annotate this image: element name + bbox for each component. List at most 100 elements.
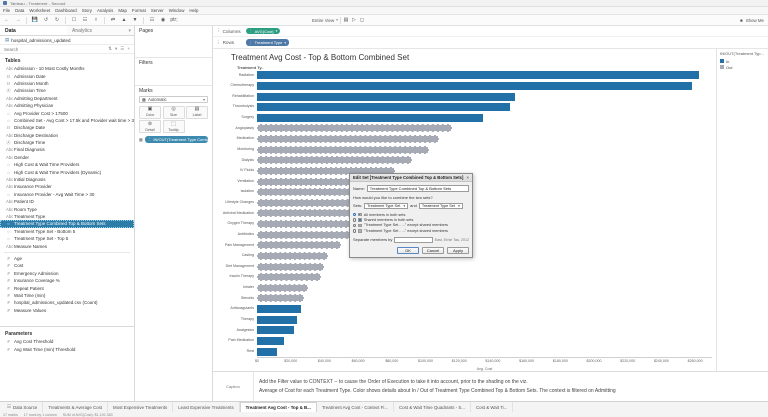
- bar[interactable]: [257, 315, 298, 324]
- combine-option-2[interactable]: "Treatment Type Set - ..." except shared…: [353, 223, 469, 228]
- chevron-down-icon[interactable]: ▾: [275, 29, 278, 33]
- save-icon[interactable]: 💾: [31, 17, 39, 23]
- menu-item-window[interactable]: Window: [168, 8, 185, 13]
- bar-row[interactable]: Oxygen Therapy: [217, 219, 712, 230]
- bar-row[interactable]: Inhaler: [217, 283, 712, 294]
- field-item-2[interactable]: ☷ Admission Month: [0, 80, 134, 87]
- tab-analytics[interactable]: Analytics: [72, 27, 93, 34]
- menu-item-analysis[interactable]: Analysis: [97, 8, 114, 13]
- field-item-1[interactable]: ☷ Admission Date: [0, 72, 134, 79]
- bar-row-label[interactable]: Analgesics: [236, 327, 254, 332]
- sheet-tab-5[interactable]: Treatment Avg Cost - Context Fi...: [317, 402, 394, 412]
- measure-item-3[interactable]: # Insurance Coverage %: [0, 277, 134, 284]
- sheet-tab-4[interactable]: Treatment Avg Cost - Top & B...: [239, 402, 317, 412]
- sheet-tab-7[interactable]: Cost & Wait Ti...: [471, 402, 514, 412]
- bar-row[interactable]: IV Fluids: [217, 166, 712, 177]
- menu-bar[interactable]: File Data Worksheet Dashboard Story Analysis M…: [0, 7, 768, 15]
- bar[interactable]: [257, 220, 365, 229]
- set-left-dropdown[interactable]: Treatment Type Set - Botto... ▾: [364, 202, 409, 209]
- radio-button[interactable]: [353, 213, 357, 217]
- redo-icon[interactable]: ↻: [54, 17, 60, 23]
- bar[interactable]: [257, 198, 372, 207]
- field-item-14[interactable]: ○ High Cost & Wait Time Providers (Dynami…: [0, 168, 134, 175]
- bar-row[interactable]: Dialysis: [217, 155, 712, 166]
- undo-icon[interactable]: ↺: [43, 17, 49, 23]
- bar-row-label[interactable]: Medication: [236, 136, 254, 141]
- sheet-tab-3[interactable]: Least Expensive Treatments: [173, 402, 240, 412]
- bar-row-label[interactable]: Monitoring: [237, 146, 254, 151]
- columns-pill-avg-cost[interactable]: ⋮ AVG(Cost) ▾: [246, 27, 281, 35]
- chevron-down-icon[interactable]: ▾: [284, 40, 287, 45]
- mark-button-label[interactable]: ▤ Label: [186, 105, 208, 119]
- bar[interactable]: [257, 103, 510, 112]
- bar-row-label[interactable]: Antiviral Medication: [222, 210, 254, 215]
- separate-input[interactable]: [394, 236, 433, 243]
- swap-axes-icon[interactable]: ⇄: [110, 17, 116, 23]
- bar[interactable]: [257, 294, 305, 303]
- show-me-button[interactable]: ■ Show Me: [740, 18, 764, 23]
- field-item-7[interactable]: ○ Combined Set - Avg Cost > 17.5k and Pro…: [0, 117, 134, 124]
- field-item-4[interactable]: Abc Admitting Department: [0, 95, 134, 102]
- bar-row[interactable]: Rest: [217, 346, 712, 357]
- bar[interactable]: [257, 156, 413, 165]
- field-item-10[interactable]: Ⓐ Discharge Time: [0, 139, 134, 146]
- bar[interactable]: [257, 251, 328, 260]
- search-input[interactable]: [4, 46, 109, 52]
- pages-shelf[interactable]: [139, 36, 208, 45]
- sheet-tab-6[interactable]: Cost & Wait Time Quadrants - S...: [394, 402, 471, 412]
- search-controls[interactable]: ⇅ ▾ ☰ +: [108, 46, 130, 52]
- rows-pill-treatment-type[interactable]: ⋮ Treatment Type ▾: [246, 39, 290, 46]
- bar[interactable]: [257, 230, 362, 239]
- field-item-23[interactable]: ○ Treatment Type Set - Top 5: [0, 235, 134, 242]
- bar-row[interactable]: Chemotherapy: [217, 81, 712, 92]
- field-item-19[interactable]: Abc Room Type: [0, 205, 134, 212]
- bar-row[interactable]: Angioplasty: [217, 123, 712, 134]
- labels-icon[interactable]: ptr;: [170, 17, 178, 23]
- highlighter-icon[interactable]: ▷: [352, 17, 356, 23]
- presentation-mode-icon[interactable]: ◻: [359, 17, 365, 23]
- bar[interactable]: [257, 273, 322, 282]
- group-icon[interactable]: ☷: [149, 17, 155, 23]
- mark-button-detail[interactable]: ⊚ Detail: [139, 120, 161, 133]
- x-axis[interactable]: $0 $20,000 $40,000 $60,000 $80,000 $100,000 $1…: [255, 357, 712, 367]
- bar[interactable]: [257, 145, 429, 154]
- bar[interactable]: [257, 262, 325, 271]
- bar-row[interactable]: Thrombolysis: [217, 102, 712, 113]
- radio-button[interactable]: [353, 223, 357, 228]
- measure-item-1[interactable]: # Cost: [0, 262, 134, 269]
- field-item-5[interactable]: Abc Admitting Physician: [0, 102, 134, 109]
- bar-row[interactable]: Antibiotics: [217, 229, 712, 240]
- bar-row-label[interactable]: Dialysis: [241, 157, 254, 162]
- bar-row[interactable]: Antiviral Medication: [217, 208, 712, 219]
- fit-dropdown[interactable]: Entire View ▾: [312, 17, 338, 23]
- sheet-tab-2[interactable]: Most Expensive Treatments: [108, 402, 174, 412]
- combine-option-1[interactable]: Shared members in both sets: [353, 217, 469, 222]
- bar[interactable]: [257, 92, 515, 101]
- highlight-icon[interactable]: ◉: [160, 17, 166, 23]
- measure-item-4[interactable]: # Repeat Patient: [0, 284, 134, 291]
- bar-row-label[interactable]: Pain Medication: [228, 338, 254, 343]
- field-item-15[interactable]: Abc Initial Diagnosis: [0, 176, 134, 183]
- menu-item-server[interactable]: Server: [150, 8, 164, 13]
- close-icon[interactable]: ▾: [128, 28, 131, 34]
- caption-body[interactable]: Add the Filter value to CONTEXT -- to ca…: [253, 372, 768, 401]
- cancel-button[interactable]: Cancel: [422, 246, 444, 254]
- forward-arrow-icon[interactable]: →: [15, 17, 21, 23]
- mark-type-dropdown[interactable]: ▩ Automatic ▾: [139, 96, 208, 103]
- bar-row-label[interactable]: Steroids: [240, 295, 254, 300]
- bar-row[interactable]: Pain Medication: [217, 336, 712, 347]
- clear-sheet-icon[interactable]: ☓: [94, 17, 98, 23]
- bar[interactable]: [257, 113, 483, 122]
- measure-item-0[interactable]: # Age: [0, 255, 134, 262]
- bar-row[interactable]: Steroids: [217, 293, 712, 304]
- field-item-16[interactable]: Abc Insurance Provider: [0, 183, 134, 190]
- menu-item-help[interactable]: Help: [189, 8, 199, 13]
- field-item-17[interactable]: ○ Insurance Provider - Avg Wait Time > 30: [0, 191, 134, 198]
- bar-row-label[interactable]: IV Fluids: [240, 168, 254, 173]
- field-item-21[interactable]: ○ Treatment Type Combined Top & Bottom Se…: [0, 220, 134, 228]
- combine-option-0[interactable]: All members in both sets: [353, 212, 469, 217]
- measure-item-2[interactable]: # Emergency Admission: [0, 270, 134, 277]
- bar-row[interactable]: Pain Management: [217, 240, 712, 251]
- legend-item[interactable]: Out: [720, 64, 765, 70]
- bar[interactable]: [257, 135, 439, 144]
